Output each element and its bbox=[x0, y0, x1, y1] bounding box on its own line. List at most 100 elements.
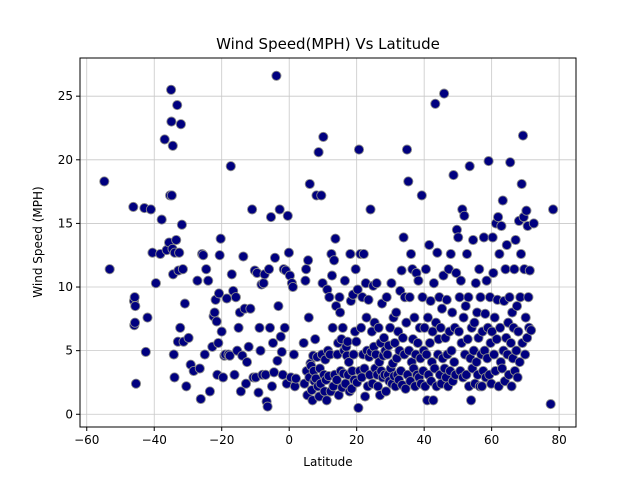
data-point bbox=[470, 278, 481, 289]
data-point bbox=[427, 326, 438, 337]
data-point bbox=[417, 292, 428, 303]
data-point bbox=[420, 264, 431, 275]
data-point bbox=[174, 247, 185, 258]
data-point bbox=[288, 349, 299, 360]
data-point bbox=[524, 265, 535, 276]
data-point bbox=[169, 372, 180, 383]
data-point bbox=[142, 312, 153, 323]
data-point bbox=[526, 325, 537, 336]
data-point bbox=[461, 369, 472, 380]
data-point bbox=[213, 288, 225, 299]
data-point bbox=[213, 337, 224, 349]
data-point bbox=[198, 250, 209, 261]
data-point bbox=[176, 219, 187, 230]
data-point bbox=[276, 346, 287, 357]
data-point bbox=[422, 312, 433, 323]
data-point bbox=[268, 367, 280, 378]
data-point bbox=[201, 264, 212, 275]
data-point bbox=[313, 147, 324, 158]
data-point bbox=[523, 292, 534, 303]
data-point bbox=[429, 363, 440, 374]
plot-area-frame bbox=[79, 57, 577, 428]
data-point bbox=[159, 134, 170, 145]
data-point bbox=[483, 156, 494, 167]
data-point bbox=[481, 275, 492, 286]
data-point bbox=[275, 331, 286, 342]
data-point bbox=[421, 349, 432, 360]
data-point bbox=[171, 234, 182, 246]
data-point bbox=[337, 322, 348, 333]
data-point bbox=[513, 326, 524, 337]
data-point bbox=[204, 386, 215, 397]
data-point bbox=[510, 234, 521, 246]
data-point bbox=[497, 195, 508, 206]
data-point bbox=[245, 303, 256, 314]
data-point bbox=[516, 178, 527, 190]
data-point bbox=[520, 312, 531, 323]
data-point bbox=[500, 264, 511, 275]
data-point bbox=[177, 264, 188, 275]
data-point bbox=[409, 312, 420, 323]
data-point bbox=[260, 369, 271, 380]
data-point bbox=[463, 292, 474, 303]
data-point bbox=[310, 334, 321, 345]
y-tick-label: 10 bbox=[58, 280, 73, 294]
data-point bbox=[290, 373, 301, 384]
data-point bbox=[491, 334, 502, 345]
data-point bbox=[99, 176, 110, 187]
data-point bbox=[267, 337, 279, 349]
data-point bbox=[458, 312, 469, 323]
data-point bbox=[283, 247, 294, 258]
data-point bbox=[218, 372, 229, 383]
data-point bbox=[253, 387, 264, 398]
data-point bbox=[209, 307, 220, 318]
data-point bbox=[471, 357, 482, 368]
data-point bbox=[438, 270, 449, 281]
data-point bbox=[469, 317, 480, 328]
data-point bbox=[327, 322, 338, 333]
data-point bbox=[303, 312, 314, 323]
data-point bbox=[331, 374, 342, 385]
data-point bbox=[380, 386, 392, 397]
x-tick-label: 20 bbox=[349, 433, 364, 447]
data-point bbox=[493, 212, 504, 223]
data-point bbox=[263, 264, 275, 275]
data-point bbox=[451, 267, 462, 279]
data-point bbox=[181, 381, 192, 392]
data-point bbox=[224, 350, 235, 361]
x-axis-label: Latitude bbox=[303, 455, 352, 469]
data-point bbox=[398, 232, 409, 243]
data-point bbox=[241, 357, 253, 368]
data-point bbox=[466, 395, 477, 406]
y-tick-label: 25 bbox=[58, 89, 73, 103]
data-point bbox=[512, 372, 523, 383]
data-point bbox=[175, 322, 186, 333]
data-point bbox=[460, 301, 471, 312]
data-point bbox=[298, 337, 309, 349]
data-point bbox=[359, 363, 370, 374]
data-point bbox=[247, 204, 258, 215]
data-point bbox=[356, 322, 367, 333]
data-point bbox=[446, 345, 457, 356]
data-point bbox=[304, 178, 315, 190]
data-point bbox=[343, 357, 354, 368]
x-tick-label: −40 bbox=[142, 433, 167, 447]
data-point bbox=[318, 131, 329, 142]
data-point bbox=[150, 278, 161, 289]
data-point bbox=[350, 264, 361, 275]
data-point bbox=[271, 70, 282, 81]
data-point bbox=[514, 357, 525, 368]
data-point bbox=[501, 239, 512, 251]
data-point bbox=[287, 281, 298, 293]
data-point bbox=[230, 292, 241, 303]
data-point bbox=[497, 363, 508, 374]
data-point bbox=[156, 214, 167, 225]
data-point bbox=[496, 220, 507, 232]
data-point bbox=[511, 301, 523, 312]
data-point bbox=[373, 322, 384, 333]
data-point bbox=[330, 233, 341, 244]
data-point bbox=[468, 234, 479, 246]
data-point bbox=[216, 326, 227, 337]
data-point bbox=[478, 232, 489, 243]
data-point bbox=[365, 204, 376, 215]
